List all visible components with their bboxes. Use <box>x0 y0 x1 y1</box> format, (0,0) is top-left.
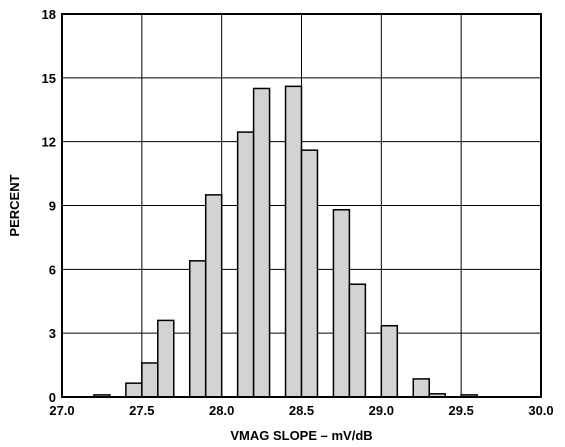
histogram-bar <box>125 382 143 398</box>
histogram-bar <box>348 283 367 398</box>
histogram-bar <box>157 319 175 398</box>
plot-frame <box>61 13 542 398</box>
histogram-bar <box>380 324 399 398</box>
histogram-bars <box>93 85 478 398</box>
y-axis-title: PERCENT <box>7 174 22 236</box>
y-tick-labels: 0 3 6 9 12 15 18 <box>42 7 56 405</box>
x-tick-label: 29.0 <box>369 403 394 418</box>
x-tick-label: 30.0 <box>528 403 553 418</box>
histogram-bar <box>284 85 303 398</box>
x-tick-label: 28.0 <box>209 403 234 418</box>
y-tick-label: 0 <box>49 390 56 405</box>
histogram-bar <box>141 362 159 398</box>
x-tick-label: 27.5 <box>129 403 154 418</box>
y-tick-label: 12 <box>42 135 56 150</box>
histogram-bar <box>252 87 271 398</box>
y-tick-label: 9 <box>49 199 56 214</box>
histogram-bar <box>412 378 430 398</box>
histogram-bar <box>188 260 207 398</box>
x-axis-title: VMAG SLOPE – mV/dB <box>230 428 372 443</box>
histogram-bar <box>300 149 319 398</box>
x-tick-label: 27.0 <box>49 403 74 418</box>
histogram-bar <box>204 194 223 398</box>
histogram-bar <box>236 131 255 398</box>
y-tick-label: 18 <box>42 7 56 22</box>
y-tick-label: 6 <box>49 262 56 277</box>
y-tick-label: 15 <box>42 71 56 86</box>
x-tick-label: 28.5 <box>289 403 314 418</box>
histogram-bar <box>332 209 351 398</box>
x-tick-labels: 27.0 27.5 28.0 28.5 29.0 29.5 30.0 <box>49 403 553 418</box>
x-tick-label: 29.5 <box>449 403 474 418</box>
y-tick-label: 3 <box>49 326 56 341</box>
